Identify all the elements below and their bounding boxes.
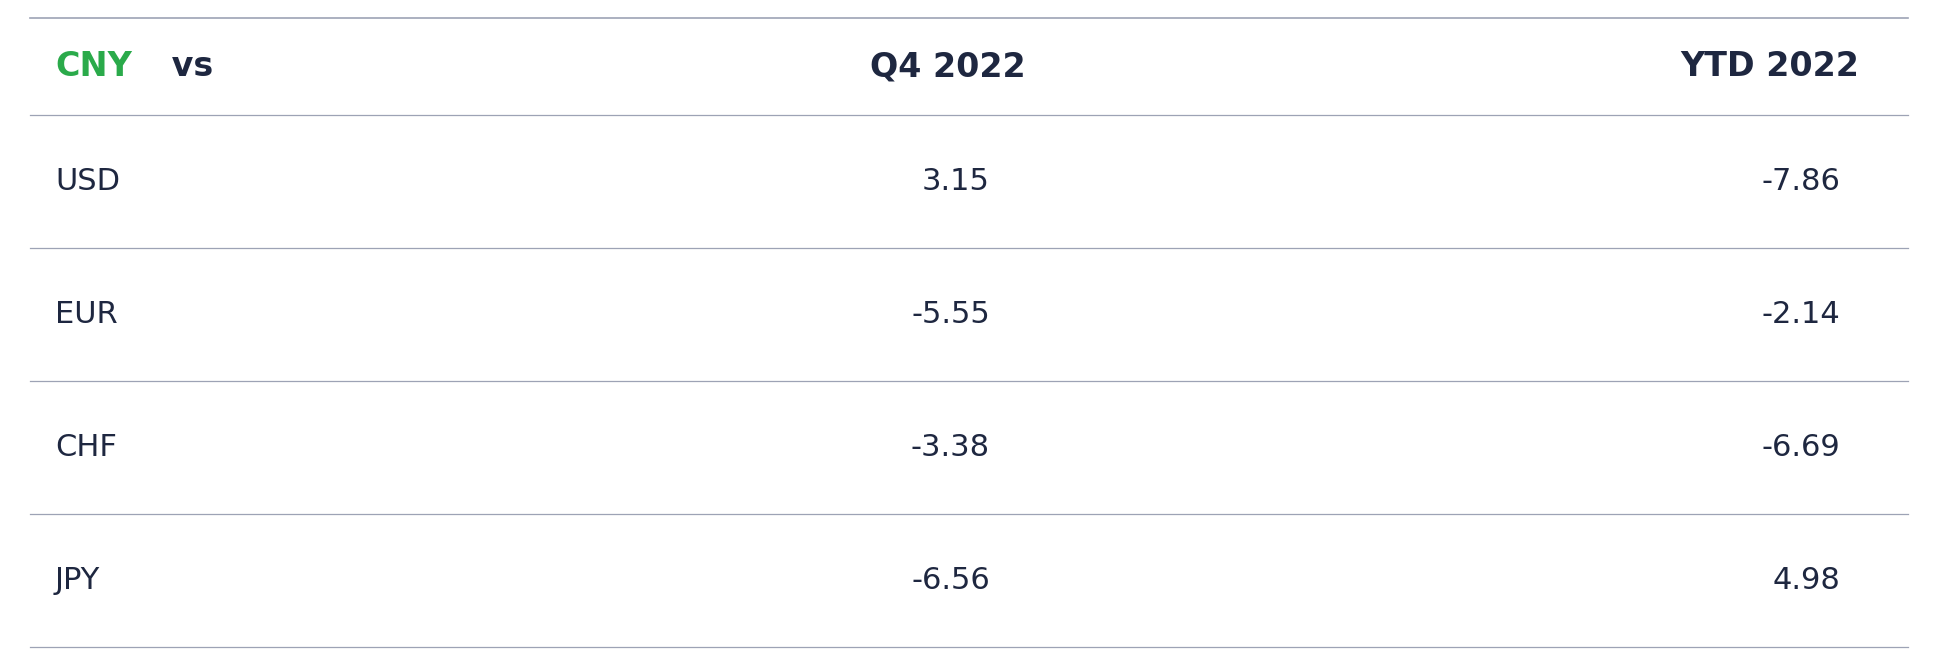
Text: Q4 2022: Q4 2022 — [870, 51, 1025, 84]
Text: JPY: JPY — [54, 566, 101, 595]
Text: 4.98: 4.98 — [1771, 566, 1839, 595]
Text: -5.55: -5.55 — [911, 300, 990, 329]
Text: -3.38: -3.38 — [911, 433, 990, 462]
Text: -6.56: -6.56 — [911, 566, 990, 595]
Text: EUR: EUR — [54, 300, 118, 329]
Text: YTD 2022: YTD 2022 — [1680, 51, 1859, 84]
Text: USD: USD — [54, 167, 120, 196]
Text: vs: vs — [161, 51, 213, 84]
Text: -7.86: -7.86 — [1762, 167, 1839, 196]
Text: CNY: CNY — [54, 51, 132, 84]
Text: -2.14: -2.14 — [1762, 300, 1839, 329]
Text: -6.69: -6.69 — [1762, 433, 1839, 462]
Text: 3.15: 3.15 — [922, 167, 990, 196]
Text: CHF: CHF — [54, 433, 116, 462]
